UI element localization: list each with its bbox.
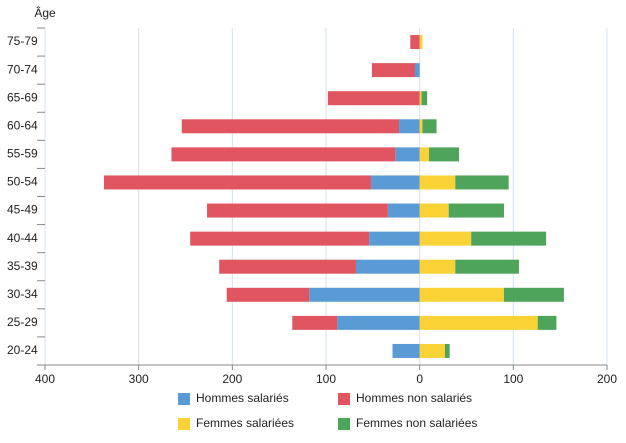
bar xyxy=(171,147,396,162)
bar xyxy=(455,175,509,190)
bar xyxy=(337,315,420,330)
bar xyxy=(421,91,428,106)
x-tick-label: 100 xyxy=(316,372,336,386)
bar xyxy=(410,35,420,50)
bar xyxy=(370,175,420,190)
bar xyxy=(387,203,420,218)
y-tick-label: 70-74 xyxy=(7,62,38,76)
bar xyxy=(419,119,423,134)
bar xyxy=(503,287,564,302)
y-tick-label: 50-54 xyxy=(7,175,38,189)
bar xyxy=(104,175,371,190)
legend-swatch xyxy=(178,418,190,430)
bar xyxy=(419,315,538,330)
y-tick-label: 55-59 xyxy=(7,147,38,161)
bar xyxy=(448,203,504,218)
bar xyxy=(537,315,557,330)
bar xyxy=(419,35,423,50)
bar xyxy=(190,231,370,246)
bar xyxy=(392,343,420,358)
bar xyxy=(309,287,420,302)
y-tick-label: 30-34 xyxy=(7,287,38,301)
bar xyxy=(207,203,388,218)
bar xyxy=(419,91,422,106)
bar xyxy=(327,91,420,106)
y-tick-label: 60-64 xyxy=(7,118,38,132)
bar xyxy=(455,259,519,274)
x-tick-label: 0 xyxy=(416,372,423,386)
bar xyxy=(419,343,445,358)
legend-label: Hommes non salariés xyxy=(356,391,472,405)
bar xyxy=(371,63,415,78)
y-tick-label: 20-24 xyxy=(7,343,38,357)
bar xyxy=(399,119,420,134)
bar xyxy=(429,147,460,162)
bar xyxy=(369,231,420,246)
bar xyxy=(419,203,449,218)
bar xyxy=(419,231,472,246)
y-tick-label: 40-44 xyxy=(7,231,38,245)
x-tick-label: 200 xyxy=(597,372,617,386)
legend-swatch xyxy=(338,418,350,430)
bar xyxy=(419,147,430,162)
y-tick-label: 65-69 xyxy=(7,90,38,104)
x-tick-label: 100 xyxy=(503,372,523,386)
legend-label: Hommes salariés xyxy=(196,391,289,405)
bar xyxy=(471,231,547,246)
bar xyxy=(444,343,450,358)
y-tick-label: 75-79 xyxy=(7,34,38,48)
legend-swatch xyxy=(178,393,190,405)
bar xyxy=(292,315,338,330)
bar xyxy=(419,259,456,274)
legend-label: Femmes non salariées xyxy=(356,416,477,430)
bar xyxy=(422,119,437,134)
bar xyxy=(219,259,356,274)
y-axis-title: Âge xyxy=(34,5,56,20)
bar xyxy=(414,63,420,78)
legend-label: Femmes salariées xyxy=(196,416,294,430)
bar xyxy=(355,259,420,274)
bar xyxy=(419,175,456,190)
x-tick-label: 300 xyxy=(129,372,149,386)
bar xyxy=(181,119,400,134)
y-tick-label: 25-29 xyxy=(7,315,38,329)
legend-swatch xyxy=(338,393,350,405)
y-tick-label: 35-39 xyxy=(7,259,38,273)
bar xyxy=(395,147,420,162)
bar xyxy=(226,287,310,302)
x-tick-label: 200 xyxy=(222,372,242,386)
bar xyxy=(419,287,504,302)
x-tick-label: 400 xyxy=(35,372,55,386)
y-tick-label: 45-49 xyxy=(7,203,38,217)
